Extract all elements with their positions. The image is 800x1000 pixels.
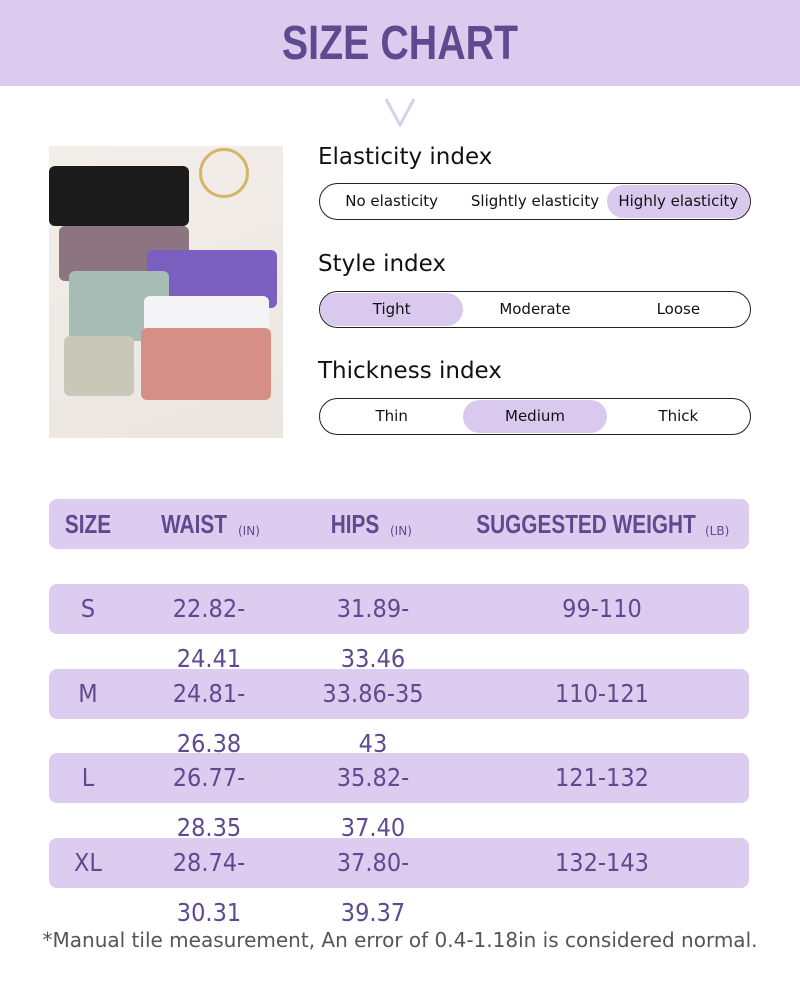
- cell-size: L: [81, 763, 95, 792]
- cell-waist: 22.82-24.41: [172, 594, 246, 673]
- thickness-option-selected: Medium: [463, 400, 607, 433]
- cell-size: M: [78, 679, 98, 708]
- header-weight: SUGGESTED WEIGHT: [476, 509, 696, 539]
- cell-hips: 35.82-37.40: [336, 763, 410, 842]
- table-header: SIZE WAIST (IN) HIPS (IN) SUGGESTED WEIG…: [49, 499, 749, 549]
- elasticity-option: No elasticity: [345, 192, 439, 210]
- title-banner: SIZE CHART: [0, 0, 800, 86]
- style-scale: Tight Moderate Loose: [319, 291, 751, 328]
- cell-waist: 24.81-26.38: [172, 679, 246, 758]
- style-option: Moderate: [499, 300, 571, 318]
- cell-size: XL: [74, 848, 102, 877]
- thickness-scale: Thin Medium Thick: [319, 398, 751, 435]
- header-weight-unit: (LB): [705, 524, 730, 538]
- thickness-option: Thick: [658, 407, 699, 425]
- cell-weight: 110-121: [554, 679, 650, 708]
- cell-size: S: [80, 594, 96, 623]
- thickness-option: Thin: [375, 407, 408, 425]
- table-row: L 26.77-28.35 35.82-37.40 121-132: [49, 753, 749, 842]
- style-option-selected: Tight: [320, 293, 464, 326]
- cell-weight: 121-132: [554, 763, 650, 792]
- cell-weight: 99-110: [562, 594, 642, 623]
- header-size: SIZE: [64, 509, 112, 539]
- cell-hips: 37.80-39.37: [336, 848, 410, 927]
- header-waist-unit: (IN): [238, 524, 260, 538]
- cell-hips: 31.89-33.46: [336, 594, 410, 673]
- elasticity-option-selected: Highly elasticity: [606, 185, 750, 218]
- style-title: Style index: [318, 251, 447, 277]
- elasticity-scale: No elasticity Slightly elasticity Highly…: [319, 183, 751, 220]
- thickness-title: Thickness index: [318, 358, 502, 384]
- header-hips: HIPS: [330, 509, 380, 539]
- measurement-note: *Manual tile measurement, An error of 0.…: [42, 928, 758, 952]
- cell-waist: 26.77-28.35: [172, 763, 246, 842]
- cell-waist: 28.74-30.31: [172, 848, 246, 927]
- table-row: M 24.81-26.38 33.86-35 43 110-121: [49, 669, 749, 758]
- elasticity-option: Slightly elasticity: [470, 192, 600, 210]
- chevron-down-icon: [384, 98, 416, 127]
- header-hips-unit: (IN): [390, 524, 412, 538]
- table-row: S 22.82-24.41 31.89-33.46 99-110: [49, 584, 749, 673]
- elasticity-title: Elasticity index: [318, 144, 493, 170]
- product-photo: [49, 146, 283, 438]
- header-waist: WAIST: [161, 509, 227, 539]
- page-title: SIZE CHART: [281, 16, 519, 70]
- style-option: Loose: [656, 300, 701, 318]
- table-row: XL 28.74-30.31 37.80-39.37 132-143: [49, 838, 749, 927]
- cell-weight: 132-143: [554, 848, 650, 877]
